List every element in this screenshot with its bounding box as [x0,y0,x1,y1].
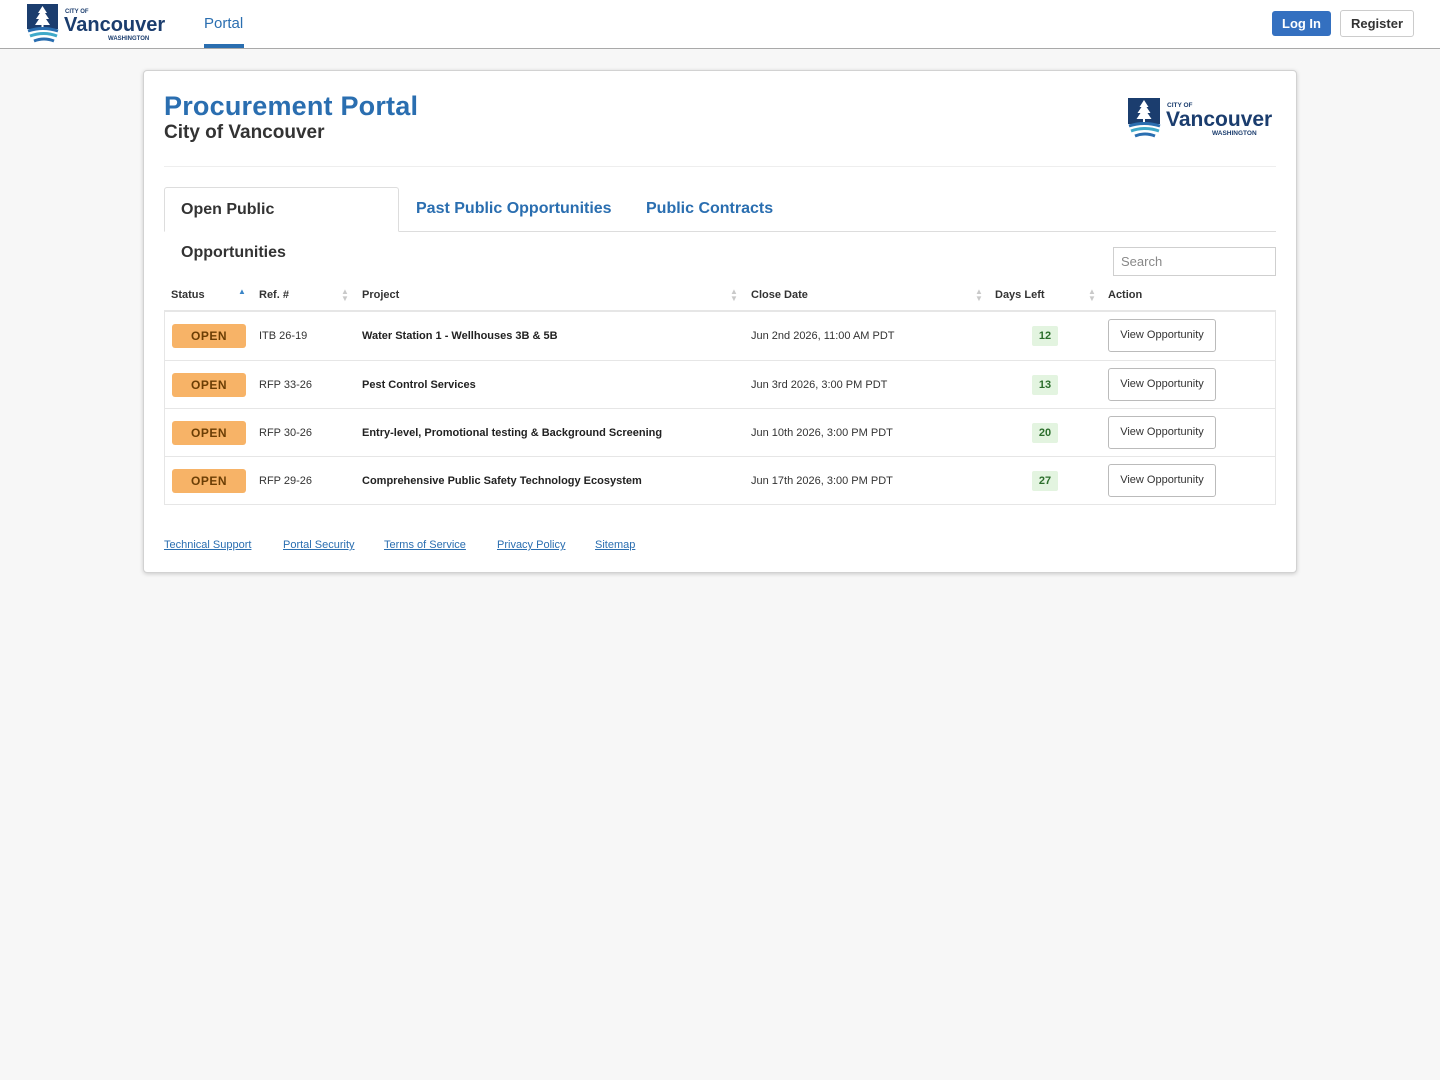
main-card: Procurement Portal City of Vancouver CIT… [143,70,1297,573]
view-opportunity-button[interactable]: View Opportunity [1108,368,1216,401]
days-left-badge: 13 [1032,375,1058,395]
footer-link-privacy-policy[interactable]: Privacy Policy [497,539,566,551]
status-badge: OPEN [172,373,246,397]
column-header-ref[interactable]: Ref. # [259,289,289,301]
opportunities-table-body: OPEN ITB 26-19 Water Station 1 - Wellhou… [164,312,1276,505]
tab-open-public-opportunities[interactable]: Open Public Opportunities [164,187,399,261]
svg-text:CITY OF: CITY OF [1167,102,1193,109]
svg-text:Vancouver: Vancouver [1166,108,1272,131]
status-badge: OPEN [172,421,246,445]
close-date: Jun 2nd 2026, 11:00 AM PDT [751,330,895,342]
column-header-close-date[interactable]: Close Date [751,289,808,301]
days-left-badge: 20 [1032,423,1058,443]
project-name: Comprehensive Public Safety Technology E… [362,475,642,487]
footer-link-technical-support[interactable]: Technical Support [164,539,252,551]
city-of-vancouver-logo-large: CITY OF Vancouver WASHINGTON [1128,98,1272,138]
tab-past-public-opportunities[interactable]: Past Public Opportunities [416,200,612,217]
sort-ascending-icon[interactable]: ▲▼ [238,287,246,296]
view-opportunity-button[interactable]: View Opportunity [1108,319,1216,352]
column-header-status[interactable]: Status [171,289,205,301]
svg-text:WASHINGTON: WASHINGTON [1212,130,1257,137]
footer-link-sitemap[interactable]: Sitemap [595,539,636,551]
login-button[interactable]: Log In [1272,11,1331,36]
header-divider [164,166,1276,167]
sort-icon[interactable]: ▲ ▼ [1088,287,1096,303]
table-row: OPEN RFP 33-26 Pest Control Services Jun… [165,360,1275,408]
close-date: Jun 17th 2026, 3:00 PM PDT [751,475,893,487]
column-header-action: Action [1108,289,1143,301]
ref-number: RFP 33-26 [259,379,312,391]
sort-icon[interactable]: ▲ ▼ [730,287,738,303]
days-left-badge: 27 [1032,471,1058,491]
ref-number: ITB 26-19 [259,330,308,342]
tab-public-contracts[interactable]: Public Contracts [646,200,774,217]
days-left-badge: 12 [1032,326,1058,346]
table-row: OPEN ITB 26-19 Water Station 1 - Wellhou… [165,312,1275,360]
sort-icon[interactable]: ▲ ▼ [341,287,349,303]
sort-icon[interactable]: ▲ ▼ [975,287,983,303]
status-badge: OPEN [172,324,246,348]
city-of-vancouver-logo[interactable]: CITY OF Vancouver WASHINGTON [27,4,167,46]
project-name: Pest Control Services [362,379,476,391]
nav-active-indicator [204,44,244,48]
view-opportunity-button[interactable]: View Opportunity [1108,416,1216,449]
status-badge: OPEN [172,469,246,493]
table-header: Status ▲▼ Ref. # ▲▼ Project ▲▼ Close Dat… [164,281,1276,312]
table-row: OPEN RFP 29-26 Comprehensive Public Safe… [165,456,1275,504]
close-date: Jun 3rd 2026, 3:00 PM PDT [751,379,888,391]
register-button[interactable]: Register [1340,10,1414,37]
top-navbar: CITY OF Vancouver WASHINGTON Portal Log … [0,0,1440,49]
svg-text:Vancouver: Vancouver [64,14,165,36]
ref-number: RFP 29-26 [259,475,312,487]
nav-link-portal[interactable]: Portal [204,15,244,32]
page-subtitle: City of Vancouver [164,122,325,143]
view-opportunity-button[interactable]: View Opportunity [1108,464,1216,497]
footer-link-portal-security[interactable]: Portal Security [283,539,355,551]
svg-text:WASHINGTON: WASHINGTON [108,36,149,42]
column-header-project[interactable]: Project [362,289,400,301]
footer-link-terms-of-service[interactable]: Terms of Service [384,539,466,551]
project-name: Water Station 1 - Wellhouses 3B & 5B [362,330,558,342]
table-row: OPEN RFP 30-26 Entry-level, Promotional … [165,408,1275,456]
close-date: Jun 10th 2026, 3:00 PM PDT [751,427,893,439]
project-name: Entry-level, Promotional testing & Backg… [362,427,663,439]
page-title: Procurement Portal [164,91,419,121]
column-header-days-left[interactable]: Days Left [995,289,1045,301]
svg-text:CITY OF: CITY OF [65,9,89,15]
search-input[interactable] [1113,247,1276,276]
tabs-baseline [164,231,1276,232]
ref-number: RFP 30-26 [259,427,312,439]
